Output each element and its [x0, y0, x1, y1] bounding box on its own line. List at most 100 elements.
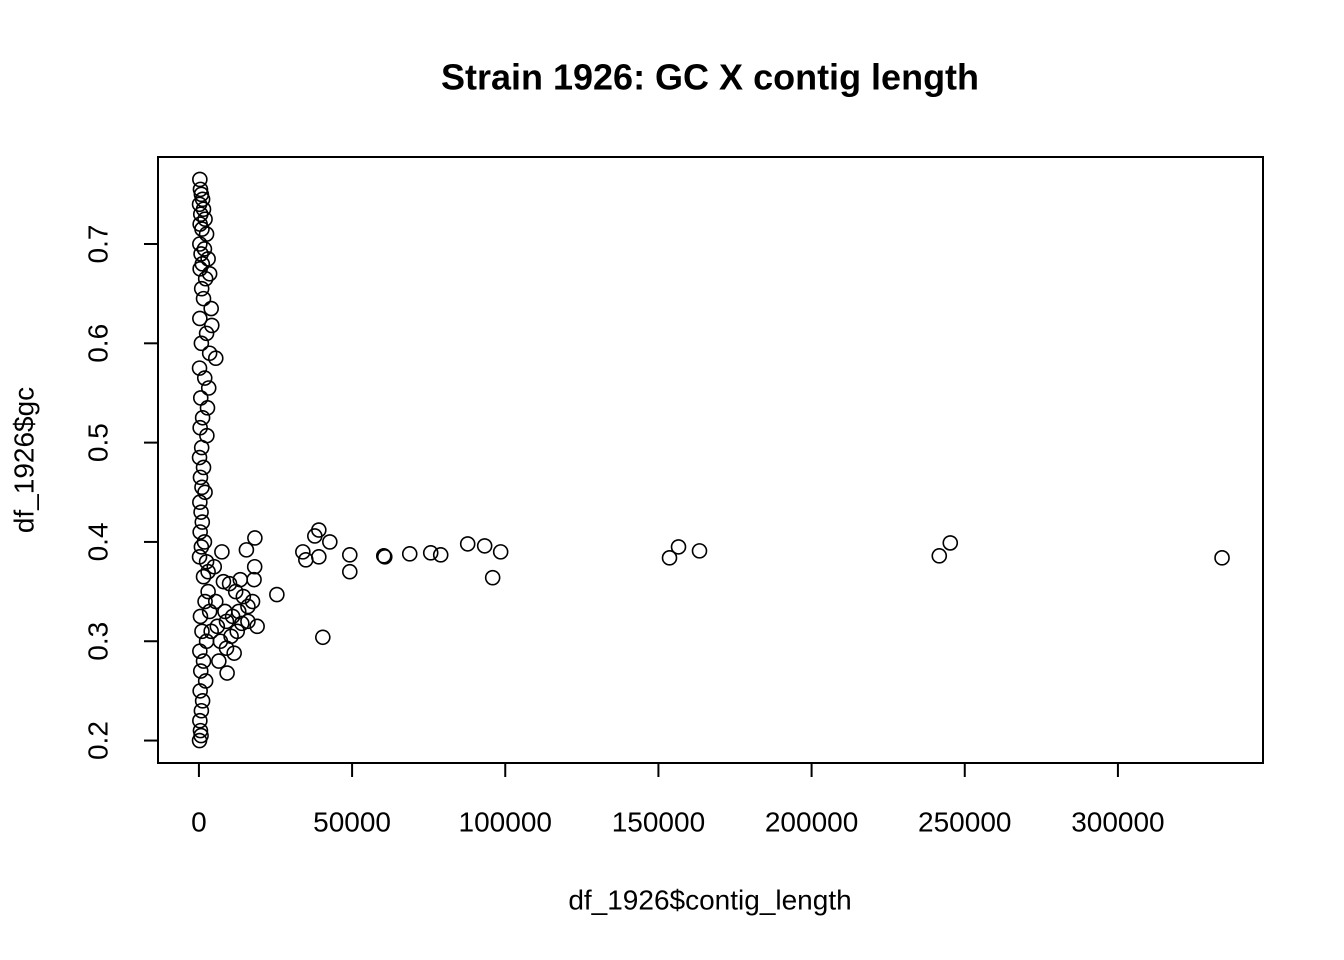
point: [192, 206, 209, 223]
point: [192, 236, 208, 252]
point: [422, 545, 439, 561]
point: [227, 583, 244, 600]
point: [269, 586, 285, 603]
point: [240, 598, 256, 615]
point: [194, 623, 210, 640]
point: [249, 618, 265, 635]
point: [931, 548, 948, 564]
x-tick-label: 200000: [765, 806, 858, 837]
point: [193, 727, 209, 744]
point: [240, 613, 256, 630]
point: [238, 542, 255, 558]
point: [203, 623, 219, 640]
point: [195, 459, 212, 476]
point: [207, 593, 224, 610]
point: [194, 693, 211, 709]
point: [476, 538, 493, 554]
point: [195, 290, 212, 307]
point: [194, 221, 210, 237]
point: [192, 469, 209, 486]
point: [376, 549, 393, 565]
point: [229, 623, 246, 640]
point: [315, 629, 331, 646]
point: [193, 335, 210, 352]
point: [191, 196, 208, 213]
point: [197, 270, 214, 287]
point: [201, 265, 218, 282]
point: [244, 593, 261, 610]
point: [226, 645, 242, 661]
point: [484, 569, 501, 586]
point: [193, 539, 210, 555]
point: [298, 552, 314, 568]
point: [194, 514, 211, 530]
point: [197, 593, 213, 610]
point: [214, 544, 230, 560]
point: [192, 663, 209, 679]
point: [322, 534, 338, 550]
point: [246, 558, 263, 575]
point: [341, 563, 358, 580]
point: [247, 530, 263, 546]
y-tick-label: 0.7: [82, 225, 113, 264]
point: [201, 345, 218, 362]
point: [401, 546, 418, 562]
chart-title: Strain 1926: GC X contig length: [441, 57, 979, 98]
point: [221, 575, 238, 592]
point: [375, 548, 392, 564]
point: [192, 683, 208, 699]
point: [199, 400, 216, 416]
y-tick-label: 0.5: [82, 423, 113, 462]
point: [192, 494, 208, 511]
point: [192, 171, 208, 188]
y-tick-label: 0.4: [82, 522, 113, 561]
x-tick-label: 250000: [918, 806, 1011, 837]
x-axis-label: df_1926$contig_length: [568, 884, 851, 915]
point: [311, 522, 327, 538]
point: [192, 722, 209, 739]
point: [192, 310, 208, 327]
point: [234, 615, 250, 632]
point: [198, 325, 215, 342]
point: [1214, 550, 1230, 566]
point: [198, 553, 215, 570]
x-tick-label: 50000: [313, 806, 391, 837]
point: [295, 544, 311, 560]
point: [193, 280, 210, 297]
point: [196, 241, 213, 257]
y-tick-label: 0.6: [82, 324, 113, 363]
y-tick-label: 0.3: [82, 622, 113, 661]
point: [942, 535, 959, 551]
x-tick-label: 100000: [459, 806, 552, 837]
point: [193, 702, 210, 719]
point: [218, 613, 235, 630]
point: [341, 547, 358, 563]
x-tick-label: 300000: [1071, 806, 1164, 837]
point: [670, 539, 687, 555]
point: [203, 300, 219, 317]
point: [311, 549, 327, 565]
point: [207, 350, 224, 367]
point: [691, 543, 708, 559]
point: [203, 317, 220, 334]
point: [192, 712, 208, 729]
point: [192, 390, 209, 406]
point: [219, 665, 235, 681]
point: [196, 370, 213, 386]
point: [192, 643, 208, 659]
point: [218, 640, 235, 656]
point: [195, 653, 212, 669]
point: [246, 571, 262, 588]
point: [197, 211, 213, 227]
point: [195, 568, 212, 585]
point: [206, 558, 223, 575]
point: [192, 181, 209, 198]
point: [191, 449, 208, 466]
point: [215, 573, 232, 590]
point: [200, 583, 216, 600]
point: [197, 484, 213, 501]
y-tick-label: 0.2: [82, 721, 113, 760]
point: [492, 544, 509, 560]
point: [432, 547, 449, 563]
